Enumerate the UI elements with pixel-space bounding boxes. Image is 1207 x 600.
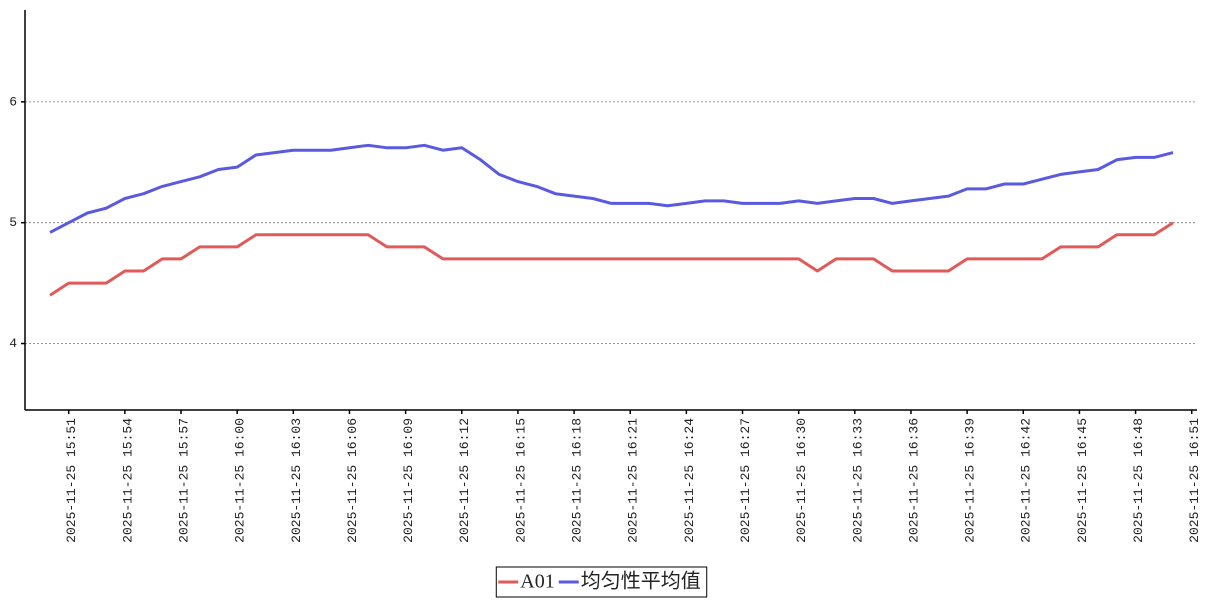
- x-tick-label: 2025-11-25 16:12: [457, 418, 472, 543]
- x-tick-label: 2025-11-25 16:15: [513, 418, 528, 543]
- legend: A01 均匀性平均值: [495, 566, 708, 598]
- x-tick-label: 2025-11-25 16:51: [1187, 418, 1202, 543]
- x-tick-label: 2025-11-25 16:00: [233, 418, 248, 543]
- x-tick-label: 2025-11-25 15:51: [64, 418, 79, 543]
- x-tick-label: 2025-11-25 16:45: [1075, 418, 1090, 543]
- x-tick-label: 2025-11-25 16:36: [906, 418, 921, 543]
- x-tick-label: 2025-11-25 16:06: [345, 418, 360, 543]
- legend-label: A01: [520, 571, 554, 593]
- y-tick-label: 4: [9, 336, 17, 351]
- series-line: [49, 221, 1174, 297]
- x-tick-label: 2025-11-25 15:57: [176, 418, 191, 543]
- x-tick-label: 2025-11-25 15:54: [120, 418, 135, 543]
- y-tick-label: 6: [9, 94, 17, 109]
- legend-label: 均匀性平均值: [581, 570, 701, 593]
- series-line: [49, 143, 1174, 234]
- legend-box: [495, 566, 708, 598]
- x-tick-label: 2025-11-25 16:48: [1131, 418, 1146, 543]
- x-tick-label: 2025-11-25 16:42: [1019, 418, 1034, 543]
- x-tick-label: 2025-11-25 16:39: [963, 418, 978, 543]
- x-tick-label: 2025-11-25 16:30: [794, 418, 809, 543]
- x-tick-label: 2025-11-25 16:21: [626, 418, 641, 543]
- x-tick-label: 2025-11-25 16:03: [289, 418, 304, 543]
- x-tick-label: 2025-11-25 16:27: [738, 418, 753, 543]
- x-tick-label: 2025-11-25 16:09: [401, 418, 416, 543]
- x-tick-label: 2025-11-25 16:24: [682, 418, 697, 543]
- y-tick-label: 5: [9, 215, 17, 230]
- x-tick-label: 2025-11-25 16:18: [570, 418, 585, 543]
- x-tick-label: 2025-11-25 16:33: [850, 418, 865, 543]
